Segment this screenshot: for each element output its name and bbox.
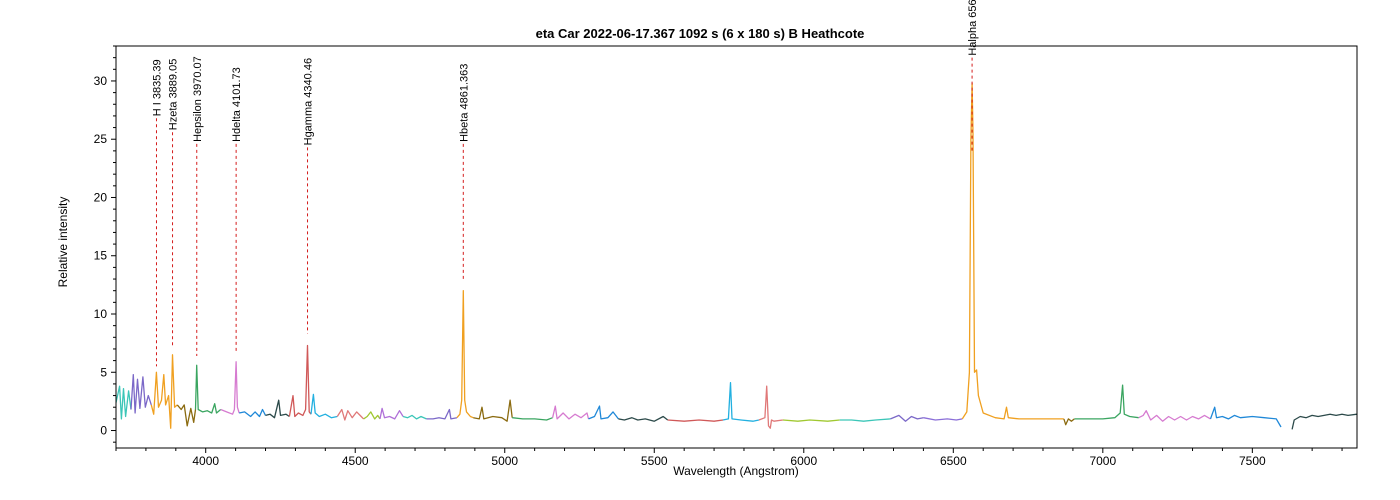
y-tick-label: 15 <box>94 249 108 263</box>
spectrum-segment-9 <box>288 344 312 418</box>
y-tick-label: 5 <box>100 365 107 379</box>
spectrum-segment-11 <box>336 408 365 421</box>
spectrum-segment-29 <box>961 82 1064 420</box>
spectrum-segment-5 <box>194 364 222 414</box>
spectrum-segment-32 <box>1138 410 1211 422</box>
marker-label-3: Hepsilon 3970.07 <box>192 56 204 142</box>
y-tick-label: 10 <box>94 307 108 321</box>
spectrum-segment-31 <box>1074 384 1139 420</box>
x-tick-label: 5500 <box>641 454 668 468</box>
marker-label-7: Halpha 6562.801 <box>967 0 979 56</box>
marker-label-4: Hdelta 4101.73 <box>231 67 243 142</box>
spectrum-segment-18 <box>512 417 553 421</box>
spectrum-segment-3 <box>150 354 178 429</box>
marker-label-5: Hgamma 4340.46 <box>303 58 315 145</box>
x-tick-label: 6500 <box>940 454 967 468</box>
spectrum-segment-27 <box>890 414 924 422</box>
spectrum-segment-16 <box>456 290 474 419</box>
spectrum-segment-34 <box>1291 413 1357 430</box>
spectrum-segment-22 <box>667 419 724 422</box>
spectrum-segment-6 <box>220 361 240 415</box>
spectrum-segment-26 <box>839 418 891 422</box>
x-tick-label: 6000 <box>790 454 817 468</box>
spectrum-segment-30 <box>1063 418 1075 426</box>
x-tick-label: 7000 <box>1089 454 1116 468</box>
spectrum-segment-1 <box>116 385 132 420</box>
spectrum-segment-8 <box>265 399 290 419</box>
x-tick-label: 4000 <box>192 454 219 468</box>
spectrum-segment-2 <box>130 373 152 414</box>
spectrum-segment-12 <box>363 411 381 420</box>
x-axis-label: Wavelength (Angstrom) <box>673 464 799 478</box>
spectrum-segment-28 <box>923 417 963 421</box>
marker-label-1: H I 3835.39 <box>151 59 163 116</box>
chart-title: eta Car 2022-06-17.367 1092 s (6 x 180 s… <box>536 26 865 41</box>
spectrum-segment-33 <box>1209 406 1282 428</box>
y-axis-label: Relative intensity <box>56 197 70 288</box>
spectrum-segment-4 <box>176 404 197 427</box>
spectrum-segment-24 <box>758 385 783 429</box>
x-axis: 4000 4500 5000 5500 6000 6500 7000 7500 <box>115 448 1343 468</box>
spectrum-segment-15 <box>426 408 458 420</box>
spectrum-segment-21 <box>618 415 669 422</box>
x-tick-label: 7500 <box>1239 454 1266 468</box>
spectrum-segment-23 <box>722 382 760 422</box>
spectrum-segment-20 <box>588 405 619 420</box>
plot-frame <box>115 45 1358 449</box>
spectrum-segment-19 <box>551 405 590 420</box>
plot-area: H I 3835.39 Hzeta 3889.05 Hepsilon 3970.07… <box>116 0 1357 430</box>
y-tick-label: 0 <box>100 424 107 438</box>
spectrum-segment-7 <box>239 408 267 418</box>
marker-label-2: Hzeta 3889.05 <box>168 59 180 131</box>
x-tick-label: 4500 <box>342 454 369 468</box>
y-tick-label: 25 <box>94 132 108 146</box>
spectrum-segment-17 <box>473 399 513 422</box>
y-axis: 0 5 10 15 20 25 30 <box>94 45 116 443</box>
y-tick-label: 20 <box>94 190 108 204</box>
x-tick-label: 5000 <box>491 454 518 468</box>
spectrum-segment-10 <box>310 393 338 419</box>
marker-label-6: Hbeta 4861.363 <box>458 64 470 142</box>
y-tick-label: 30 <box>94 74 108 88</box>
spectrum-segment-14 <box>402 414 427 420</box>
spectrum-segment-25 <box>782 419 840 422</box>
spectrum-segment-13 <box>379 407 404 420</box>
